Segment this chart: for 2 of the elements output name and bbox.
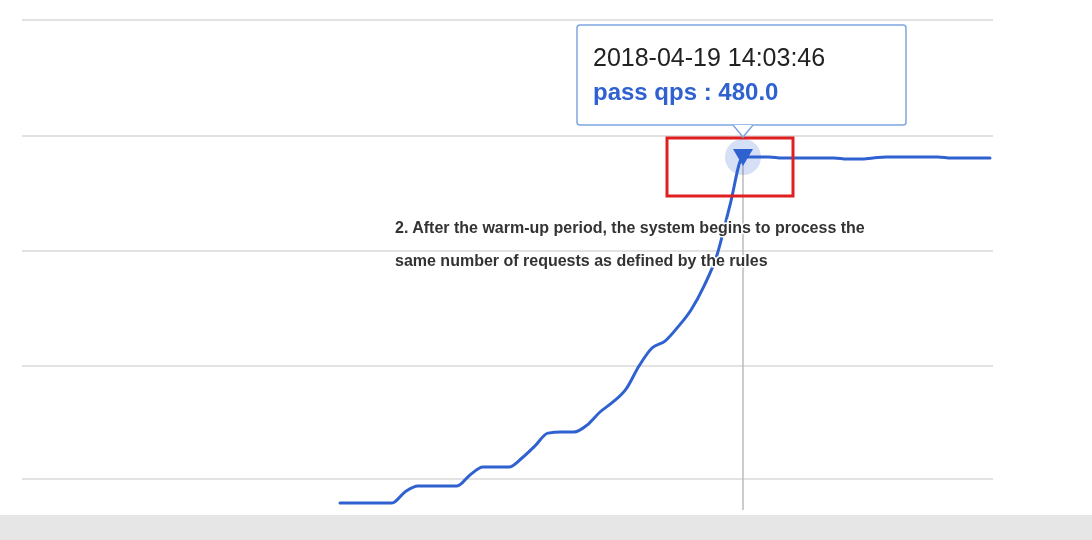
- text: pass qps : 480.0: [593, 78, 779, 105]
- text: 2018-04-19 14:03:46: [593, 43, 826, 71]
